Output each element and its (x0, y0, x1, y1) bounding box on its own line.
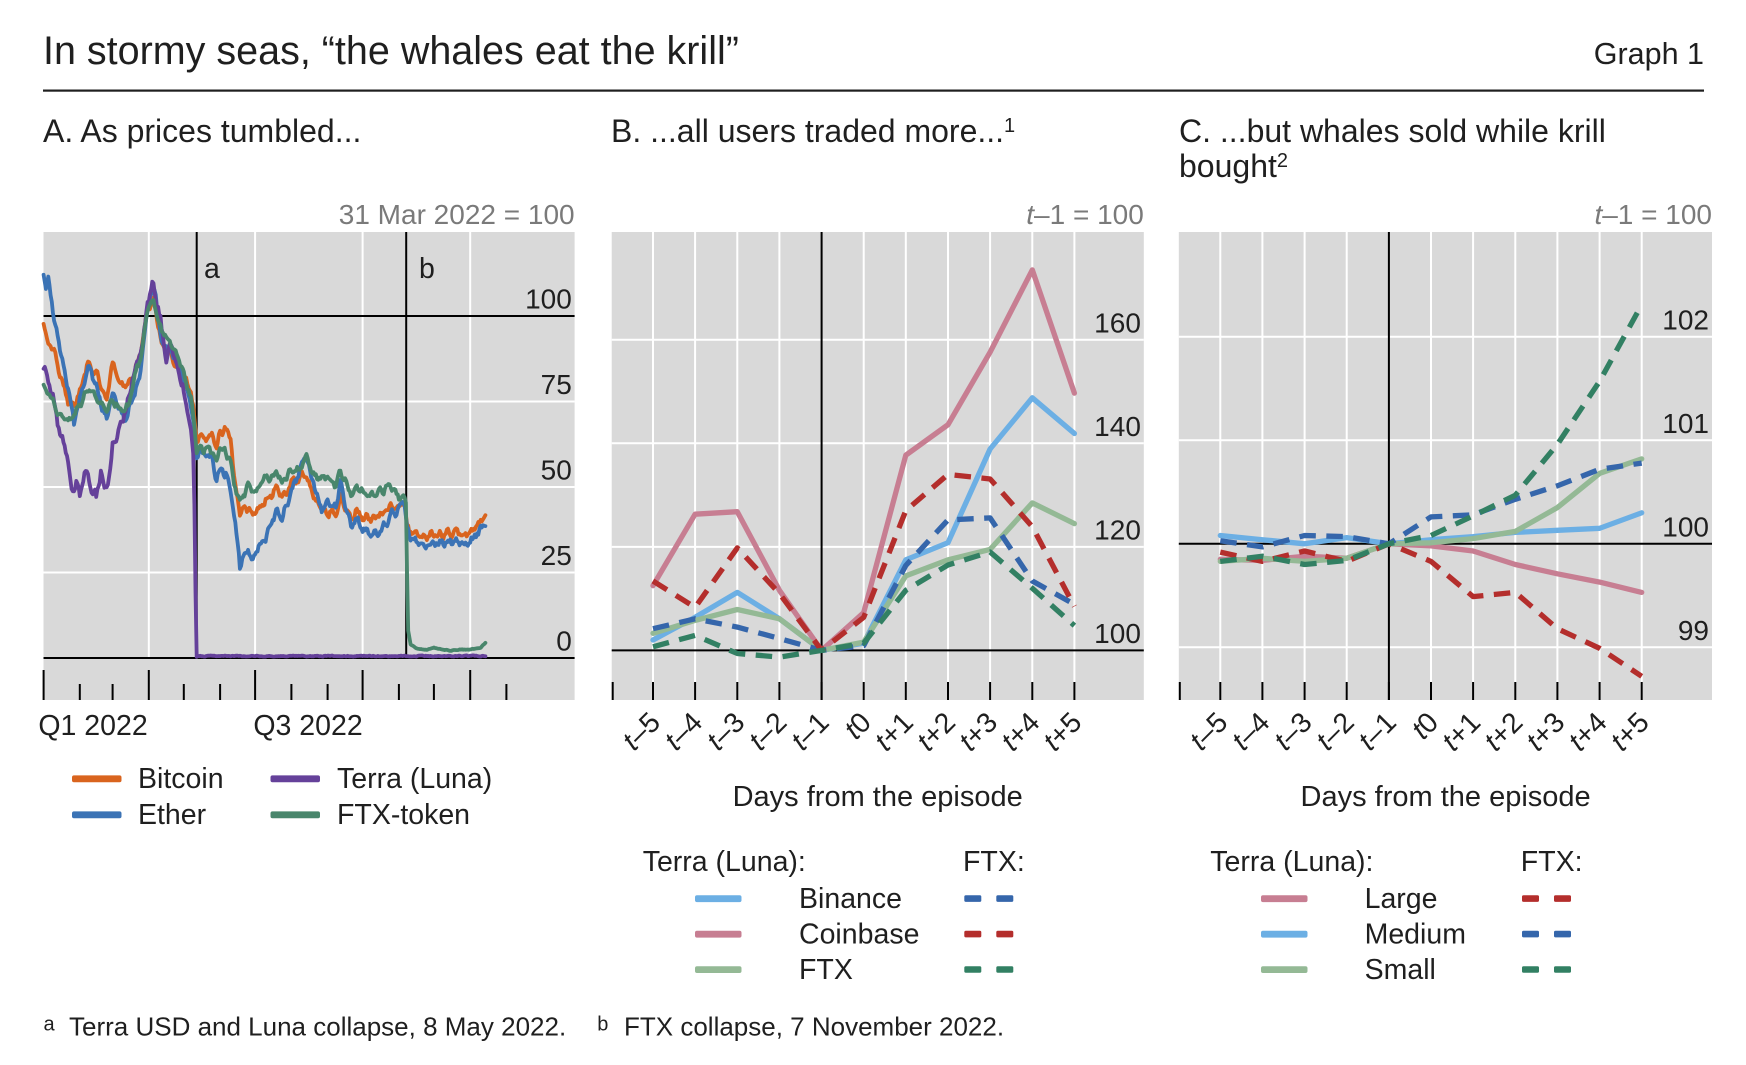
svg-text:Days from the episode: Days from the episode (1301, 781, 1591, 813)
svg-text:50: 50 (541, 455, 572, 486)
svg-text:FTX:: FTX: (963, 846, 1025, 878)
svg-text:140: 140 (1094, 411, 1141, 442)
svg-text:t–1 = 100: t–1 = 100 (1026, 199, 1144, 230)
svg-text:100: 100 (525, 284, 572, 315)
svg-text:A. As prices tumbled...: A. As prices tumbled... (43, 113, 361, 149)
svg-text:b: b (419, 253, 435, 285)
svg-text:75: 75 (541, 369, 572, 400)
svg-text:C. ...but whales sold while kr: C. ...but whales sold while krill (1179, 113, 1606, 149)
svg-text:Days from the episode: Days from the episode (733, 781, 1023, 813)
svg-text:FTX: FTX (799, 954, 853, 986)
svg-text:a: a (204, 253, 220, 285)
svg-text:100: 100 (1662, 511, 1709, 542)
svg-text:FTX collapse, 7 November 2022.: FTX collapse, 7 November 2022. (624, 1012, 1004, 1042)
svg-text:120: 120 (1094, 514, 1141, 545)
svg-text:Coinbase: Coinbase (799, 918, 919, 950)
svg-text:FTX:: FTX: (1521, 846, 1583, 878)
svg-text:Q3 2022: Q3 2022 (253, 710, 362, 742)
svg-text:B. ...all users traded more...: B. ...all users traded more...1 (611, 113, 1015, 149)
svg-text:Small: Small (1365, 954, 1436, 986)
svg-text:100: 100 (1094, 618, 1141, 649)
svg-text:31 Mar 2022 = 100: 31 Mar 2022 = 100 (339, 199, 575, 230)
svg-text:a: a (44, 1014, 56, 1036)
svg-text:Large: Large (1365, 883, 1438, 915)
svg-text:Terra (Luna):: Terra (Luna): (1210, 846, 1373, 878)
svg-text:102: 102 (1662, 304, 1709, 335)
svg-text:Graph 1: Graph 1 (1594, 37, 1704, 71)
svg-text:Q1 2022: Q1 2022 (38, 710, 147, 742)
svg-text:FTX-token: FTX-token (337, 799, 470, 831)
svg-text:Medium: Medium (1365, 918, 1466, 950)
svg-text:Binance: Binance (799, 883, 902, 915)
svg-text:bought2: bought2 (1179, 148, 1288, 184)
svg-text:160: 160 (1094, 307, 1141, 338)
svg-text:In stormy seas, “the whales ea: In stormy seas, “the whales eat the kril… (43, 29, 739, 73)
svg-text:Terra USD and Luna collapse, 8: Terra USD and Luna collapse, 8 May 2022. (69, 1012, 566, 1042)
svg-text:25: 25 (541, 540, 572, 571)
svg-text:Terra (Luna): Terra (Luna) (337, 763, 492, 795)
svg-text:99: 99 (1678, 615, 1709, 646)
svg-text:t–1 = 100: t–1 = 100 (1594, 199, 1712, 230)
svg-text:Ether: Ether (138, 799, 207, 831)
svg-text:0: 0 (556, 626, 572, 657)
svg-text:101: 101 (1662, 408, 1709, 439)
svg-text:Terra (Luna):: Terra (Luna): (643, 846, 806, 878)
svg-text:Bitcoin: Bitcoin (138, 763, 224, 795)
svg-text:b: b (597, 1014, 608, 1036)
